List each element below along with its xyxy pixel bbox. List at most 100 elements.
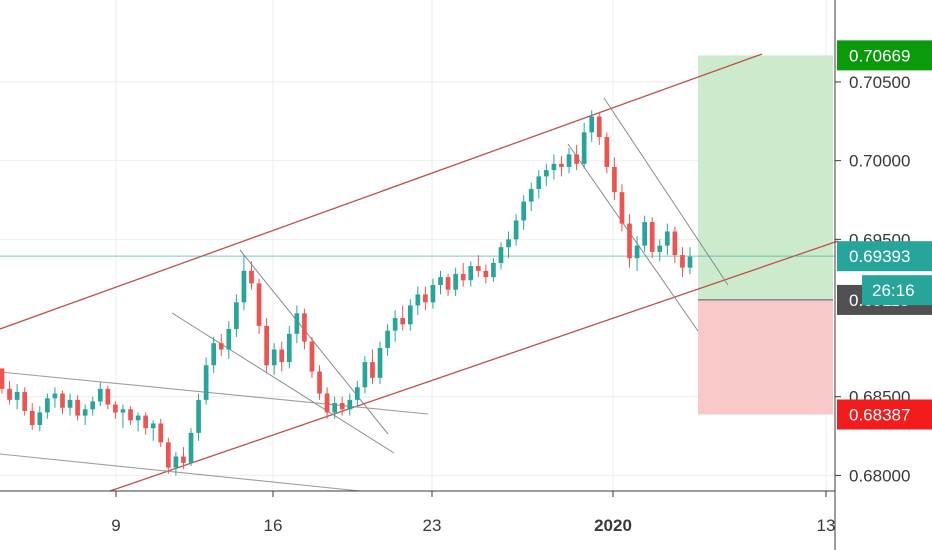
wedge-upper-line[interactable] <box>0 371 429 415</box>
time-axis[interactable]: 9 16 23 2020 13 <box>111 491 835 535</box>
candle-up <box>120 409 126 413</box>
candle-up <box>45 398 50 413</box>
candle-down <box>445 277 451 290</box>
candles <box>0 110 693 476</box>
candle-down <box>460 273 466 281</box>
candle-up <box>513 220 519 240</box>
candle-down <box>680 255 685 268</box>
trendlines[interactable] <box>0 53 839 492</box>
wedge-lower-line[interactable] <box>0 453 361 492</box>
loss-zone[interactable] <box>698 299 833 415</box>
candle-down <box>158 423 164 443</box>
candle-down <box>29 410 35 426</box>
countdown-label: 26:16 <box>872 281 915 300</box>
candle-up <box>347 399 353 410</box>
candle-up <box>82 409 88 416</box>
candle-up <box>211 343 217 366</box>
y-tick-label: 0.68000 <box>849 466 910 485</box>
candle-up <box>544 170 549 177</box>
candle-up <box>392 318 398 331</box>
x-tick-label: 23 <box>423 516 442 535</box>
candle-down <box>218 343 224 350</box>
take-profit-label: 0.70669 <box>849 46 910 65</box>
candle-down <box>181 456 186 463</box>
flag-lower-line-2[interactable] <box>567 143 699 332</box>
candle-up <box>226 329 232 350</box>
candle-down <box>60 393 65 408</box>
candle-up <box>581 132 587 164</box>
channel-upper-line[interactable] <box>0 53 763 330</box>
candle-up <box>453 273 458 290</box>
candle-down <box>264 325 269 366</box>
candle-up <box>430 284 436 303</box>
candle-down <box>317 371 322 394</box>
candle-up <box>415 294 421 306</box>
candle-up <box>332 403 338 413</box>
candle-up <box>657 245 663 252</box>
candle-down <box>128 409 133 421</box>
candle-up <box>385 330 390 348</box>
candle-down <box>627 223 632 259</box>
candle-down <box>113 404 118 413</box>
candle-up <box>234 302 239 330</box>
candle-up <box>468 266 474 281</box>
candle-up <box>634 245 640 259</box>
candle-down <box>400 318 406 325</box>
candle-up <box>173 456 179 468</box>
candle-down <box>619 192 625 224</box>
profit-zone[interactable] <box>698 55 833 300</box>
candle-up <box>196 399 201 433</box>
candle-down <box>75 399 80 416</box>
candle-up <box>67 399 73 408</box>
candle-down <box>309 341 315 372</box>
candle-up <box>362 362 368 388</box>
candle-down <box>475 266 481 271</box>
candle-down <box>672 231 678 256</box>
candle-down <box>22 392 28 411</box>
candle-up <box>188 432 194 463</box>
candle-down <box>302 313 307 342</box>
candle-up <box>498 247 504 263</box>
x-tick-label: 13 <box>817 516 836 535</box>
candle-up <box>14 392 20 400</box>
candle-up <box>294 313 300 334</box>
candle-up <box>150 423 156 429</box>
candle-up <box>566 154 572 167</box>
candle-down <box>165 442 171 468</box>
position-zones <box>698 55 833 415</box>
candle-up <box>589 116 595 133</box>
y-tick-label: 0.70500 <box>849 73 910 92</box>
candle-down <box>324 393 330 413</box>
candle-up <box>286 333 292 363</box>
candle-up <box>491 262 496 278</box>
current-price-label: 0.69393 <box>849 247 910 266</box>
candle-down <box>370 362 375 378</box>
candle-down <box>105 388 111 405</box>
candle-down <box>249 270 254 284</box>
candle-up <box>664 231 670 246</box>
flag-lower-line-1[interactable] <box>171 312 395 454</box>
candle-up <box>52 393 58 399</box>
candle-up <box>90 401 96 410</box>
candle-up <box>536 176 542 189</box>
candle-up <box>521 201 527 221</box>
candle-up <box>37 412 43 426</box>
candle-up <box>97 388 103 402</box>
x-tick-label: 16 <box>264 516 283 535</box>
channel-lower-line[interactable] <box>109 240 839 492</box>
candle-up <box>438 277 443 285</box>
candle-down <box>559 163 564 167</box>
candle-up <box>551 163 557 171</box>
candle-down <box>339 403 345 410</box>
candle-down <box>423 294 428 303</box>
candle-down <box>649 222 655 252</box>
candle-up <box>377 347 383 378</box>
candle-up <box>506 239 511 248</box>
current-price-badge <box>837 241 932 272</box>
candle-up <box>528 188 534 202</box>
x-tick-label: 2020 <box>594 516 632 535</box>
flag-upper-line-2[interactable] <box>603 97 729 286</box>
